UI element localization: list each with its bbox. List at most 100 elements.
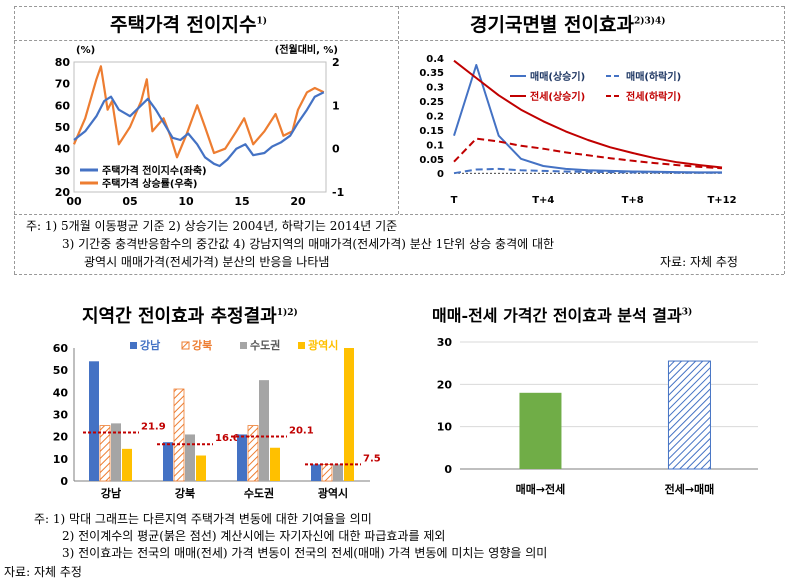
top-source: 자료: 자체 추정 — [660, 255, 738, 269]
x-tick-label: 05 — [122, 195, 137, 208]
bar — [344, 348, 354, 481]
series-line — [73, 91, 325, 168]
bar — [89, 361, 99, 481]
top-right-title: 경기국면별 전이효과2)3)4) — [470, 10, 666, 37]
bar — [163, 442, 173, 481]
bar — [237, 434, 247, 481]
x-tick-label: 00 — [66, 195, 82, 208]
bottom-source: 자료: 자체 추정 — [4, 565, 82, 579]
legend-label: 주택가격 상승률(우축) — [102, 177, 197, 190]
series-line — [453, 167, 722, 175]
legend-label: 전세(하락기) — [626, 90, 681, 103]
top-frame-line — [14, 6, 784, 7]
legend-swatch — [298, 342, 305, 349]
y-tick-label: 40 — [53, 386, 69, 399]
category-label: 강남 — [101, 486, 121, 500]
legend-label: 매매(상승기) — [530, 70, 585, 83]
top-note-3: 광역시 매매가격(전세가격) 분산의 반응을 나타냄 — [84, 255, 330, 269]
y-tick-label: 0.2 — [426, 112, 444, 123]
y-left-tick-label: 60 — [55, 99, 71, 112]
y-tick-label: 0.1 — [426, 140, 444, 151]
legend-swatch — [130, 342, 137, 349]
y-tick-label: 30 — [53, 409, 69, 422]
bottom-note-1: 주: 1) 막대 그래프는 다른지역 주택가격 변동에 대한 기여율을 의미 — [34, 512, 372, 526]
top-bottom-frame-line — [14, 274, 784, 275]
bar — [667, 360, 711, 470]
bar — [99, 425, 111, 482]
y-tick-label: 0.35 — [419, 68, 444, 79]
bar — [173, 388, 185, 482]
top-right-frame-line — [784, 6, 785, 274]
series-line — [72, 65, 325, 159]
y-tick-label: 0.15 — [419, 126, 444, 137]
average-label: 7.5 — [363, 453, 380, 464]
bar — [311, 464, 321, 481]
bar — [333, 464, 343, 481]
y-left-tick-label: 20 — [55, 186, 71, 199]
category-label: 매매→전세 — [516, 482, 566, 496]
top-notes-divider — [14, 214, 784, 215]
y-tick-label: 50 — [53, 364, 69, 377]
bar — [196, 455, 206, 481]
y-tick-label: 60 — [53, 342, 69, 355]
top-center-divider — [398, 6, 399, 214]
x-tick-label: T+8 — [622, 195, 644, 206]
y-right-tick-label: 2 — [332, 56, 340, 69]
x-tick-label: T+4 — [532, 195, 554, 206]
y-tick-label: 10 — [53, 453, 69, 466]
legend-label: 광역시 — [308, 338, 338, 352]
bottom-note-2: 2) 전이계수의 평균(붉은 점선) 계산시에는 자기자신에 대한 파급효과를 … — [62, 529, 446, 543]
bottom-right-title-text: 매매-전세 가격간 전이효과 분석 결과 — [432, 306, 682, 325]
top-right-title-text: 경기국면별 전이효과 — [470, 14, 634, 36]
bar — [270, 447, 280, 481]
y-left-tick-label: 30 — [55, 164, 71, 177]
y-tick-label: 0 — [60, 475, 68, 488]
legend-label: 매매(하락기) — [626, 70, 681, 83]
top-left-title-text: 주택가격 전이지수 — [110, 14, 257, 36]
bar — [519, 392, 562, 469]
x-tick-label: 10 — [178, 195, 194, 208]
y-left-tick-label: 50 — [55, 121, 71, 134]
top-note-1: 주: 1) 5개월 이동평균 기준 2) 상승기는 2004년, 하락기는 20… — [26, 219, 398, 233]
y-tick-label: 30 — [437, 336, 453, 349]
phase-transmission-chart: 0 0.05 0.1 0.15 0.2 0.25 0.3 0.35 0.4 T T+4 T+8 T+12… — [419, 54, 736, 206]
y-right-tick-label: -1 — [332, 186, 344, 199]
y-tick-label: 0.25 — [419, 97, 444, 108]
y-right-tick-label: 0 — [332, 143, 340, 156]
right-axis-unit: (전월대비, %) — [275, 43, 338, 56]
average-label: 21.9 — [141, 421, 166, 432]
series-line — [453, 137, 723, 170]
x-tick-label: 20 — [290, 195, 306, 208]
y-tick-label: 0.05 — [419, 155, 444, 166]
bottom-note-3: 3) 전이효과는 전국의 매매(전세) 가격 변동이 전국의 전세(매매) 가격… — [62, 546, 548, 560]
bar — [111, 423, 121, 481]
category-label: 강북 — [175, 486, 195, 500]
bottom-right-title: 매매-전세 가격간 전이효과 분석 결과3) — [432, 302, 692, 326]
category-label: 광역시 — [318, 486, 348, 500]
top-title-divider — [14, 40, 784, 41]
y-left-tick-label: 40 — [55, 143, 71, 156]
y-tick-label: 20 — [53, 431, 69, 444]
y-tick-label: 20 — [437, 378, 453, 391]
top-note-2: 3) 기간중 충격반응함수의 중간값 4) 강남지역의 매매가격(전세가격) 분… — [62, 237, 555, 251]
y-left-tick-label: 80 — [55, 56, 71, 69]
category-label: 수도권 — [244, 487, 274, 500]
legend-label: 주택가격 전이지수(좌축) — [102, 164, 207, 177]
y-tick-label: 0 — [437, 169, 444, 180]
bar — [185, 434, 195, 481]
legend-swatch — [240, 342, 247, 349]
series-line — [453, 59, 723, 169]
bar — [259, 380, 269, 481]
legend-label: 강남 — [140, 338, 160, 352]
legend-label: 강북 — [192, 338, 212, 352]
bar — [122, 448, 132, 481]
average-label: 20.1 — [289, 425, 314, 436]
y-right-tick-label: 1 — [332, 99, 340, 112]
bottom-left-title: 지역간 전이효과 추정결과1)2) — [82, 302, 298, 328]
transmission-index-chart: (%) (전월대비, %) 20 30 40 50 60 70 80 -1 0 1 2 00 05 10 15 2… — [55, 43, 345, 208]
top-left-frame-line — [14, 6, 15, 274]
sale-jeonse-chart: 0 10 20 30 매매→전세 전세→매매 — [437, 336, 758, 496]
y-left-tick-label: 70 — [55, 78, 71, 91]
y-tick-label: 0.3 — [426, 83, 444, 94]
bottom-left-title-sup: 1)2) — [276, 308, 298, 318]
